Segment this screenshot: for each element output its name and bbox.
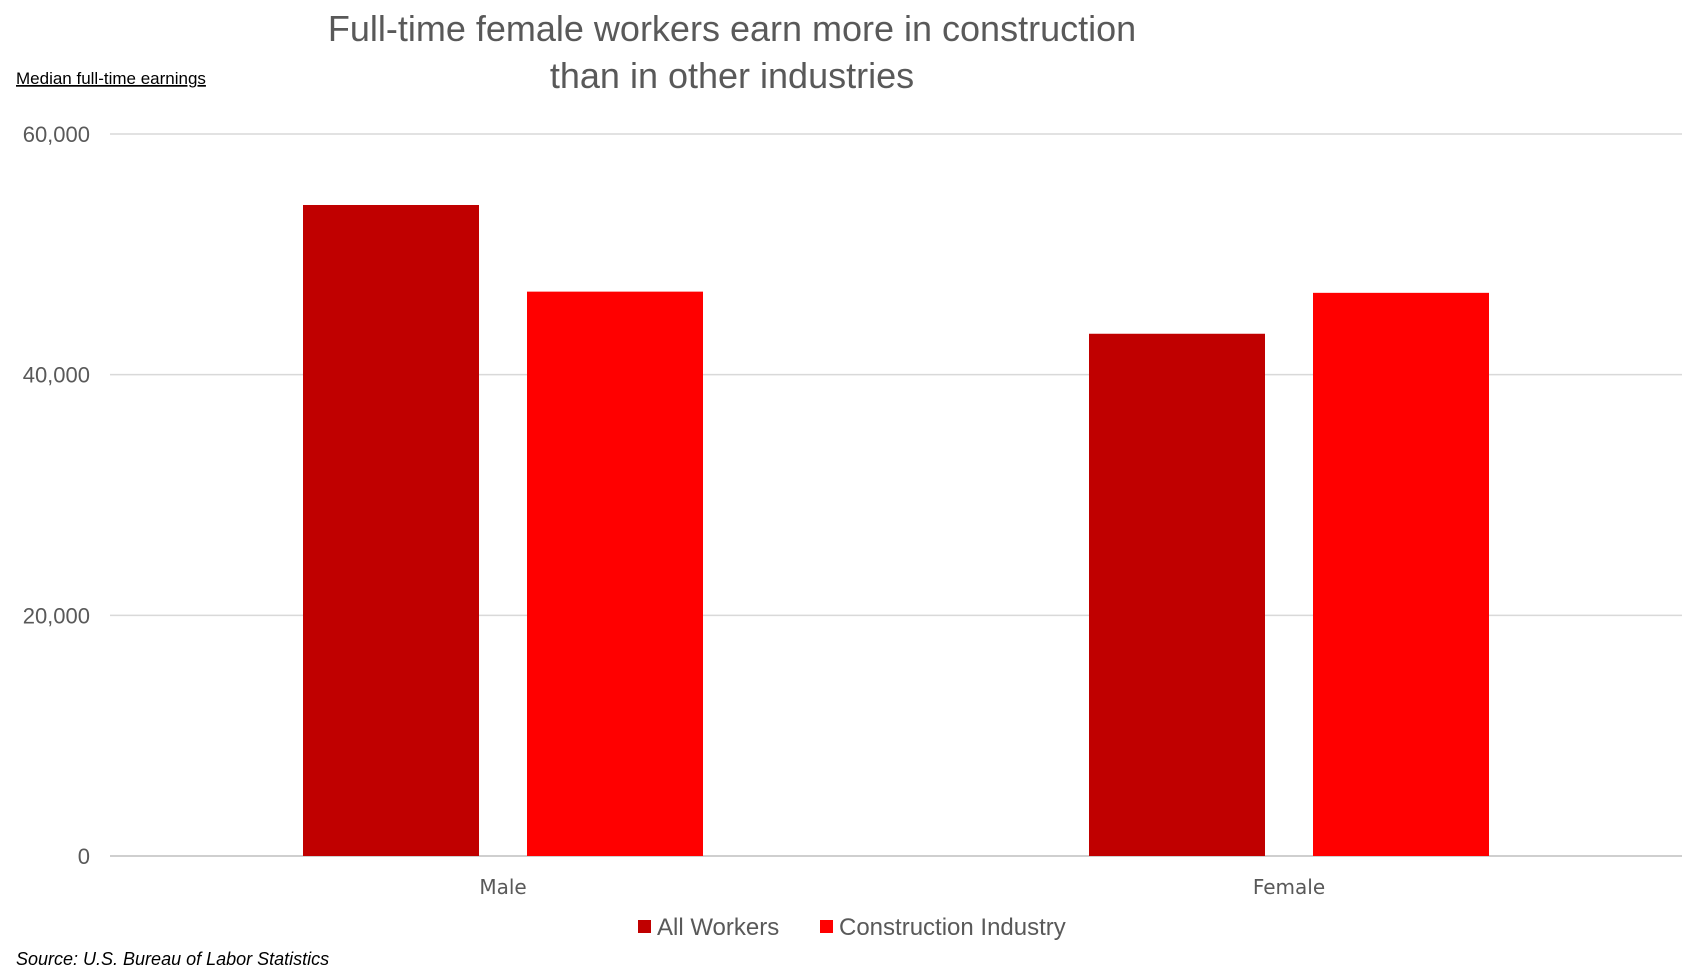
- y-axis-label: Median full-time earnings: [16, 69, 206, 88]
- y-tick-label: 40,000: [23, 363, 90, 388]
- chart-title-line-1: Full-time female workers earn more in co…: [328, 8, 1136, 49]
- legend-label: Construction Industry: [839, 914, 1066, 941]
- bars: [303, 204, 1489, 857]
- y-axis-ticks: 0 20,000 40,000 60,000: [23, 122, 90, 869]
- chart-title: Full-time female workers earn more in co…: [328, 8, 1136, 96]
- y-tick-label: 60,000: [23, 122, 90, 147]
- bar-all-workers-male: [303, 204, 479, 856]
- y-tick-label: 0: [78, 844, 90, 869]
- source-note: Source: U.S. Bureau of Labor Statistics: [16, 949, 329, 969]
- bar-construction-industry-female: [1313, 292, 1489, 857]
- legend-swatch: [638, 920, 651, 933]
- x-tick-label: Male: [479, 875, 526, 899]
- bar-construction-industry-male: [527, 291, 703, 856]
- x-axis-ticks: Male Female: [479, 875, 1325, 899]
- y-tick-label: 20,000: [23, 603, 90, 628]
- x-tick-label: Female: [1253, 875, 1325, 899]
- chart-title-line-2: than in other industries: [550, 55, 914, 96]
- bar-all-workers-female: [1089, 333, 1265, 857]
- legend-label: All Workers: [657, 914, 779, 941]
- legend-swatch: [820, 920, 833, 933]
- legend: All Workers Construction Industry: [638, 914, 1066, 941]
